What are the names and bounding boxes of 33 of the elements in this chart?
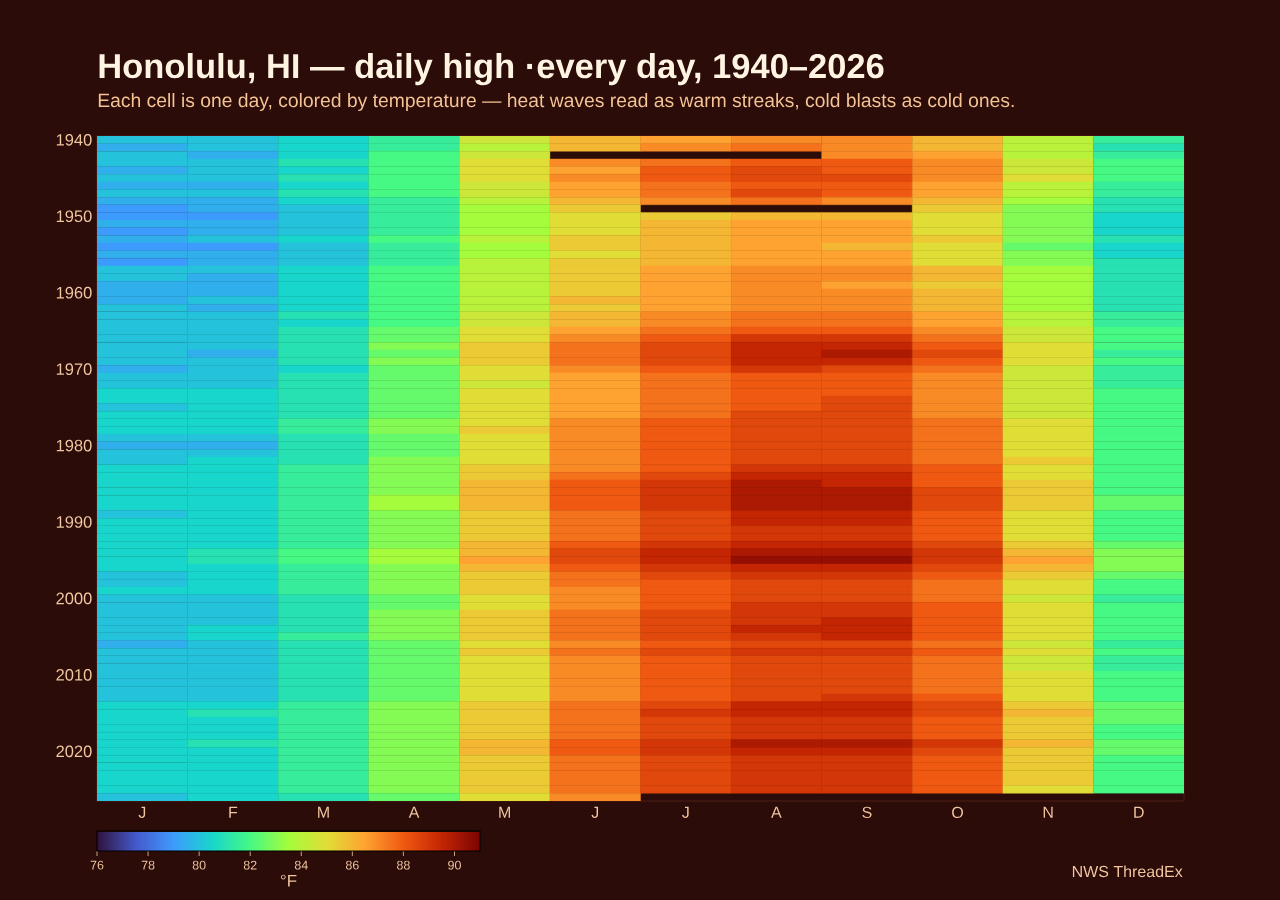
color-bar-label: 78 [141,860,155,870]
y-tick-label: 2000 [56,592,92,605]
x-tick-label: D [1134,806,1144,818]
x-tick-label: M [499,806,510,818]
color-bar-label: 80 [192,860,206,870]
x-tick-label: A [408,806,420,818]
y-tick-label: 1960 [56,286,92,299]
x-tick-label: J [138,806,146,818]
text: NWS ThreadEx [1072,865,1183,878]
color-bar-label: 76 [90,860,104,870]
y-tick-label: 1980 [56,439,92,452]
color-bar-title: °F [280,874,297,887]
color-bar-label: 86 [345,860,359,870]
color-bar-label: 82 [243,860,257,870]
color-bar-label: 84 [294,860,308,870]
y-tick-label: 2010 [56,669,92,681]
x-tick-label: A [771,806,782,818]
x-tick-label: J [591,806,599,818]
color-bar-label: 90 [448,860,461,870]
y-tick-label: 2020 [56,745,92,758]
x-tick-label: J [682,806,689,818]
x-tick-label: F [229,806,238,818]
x-tick-label: S [862,806,872,819]
y-tick-label: 1950 [56,210,92,223]
y-tick-label: 1970 [56,363,92,375]
y-tick-label: 1990 [56,516,92,528]
chart-title: Honolulu, HI — daily high ·every day, 1940–2026 [99,52,884,86]
x-tick-label: M [318,806,329,818]
x-tick-label: N [1043,806,1053,818]
color-bar-label: 88 [396,860,410,870]
chart-subtitle: Each cell is one day, colored by temperature — heat waves read as warm streaks, cold blasts as cold ones. [98,93,1014,112]
y-tick-label: 1940 [56,133,92,146]
x-tick-label: O [952,806,963,819]
